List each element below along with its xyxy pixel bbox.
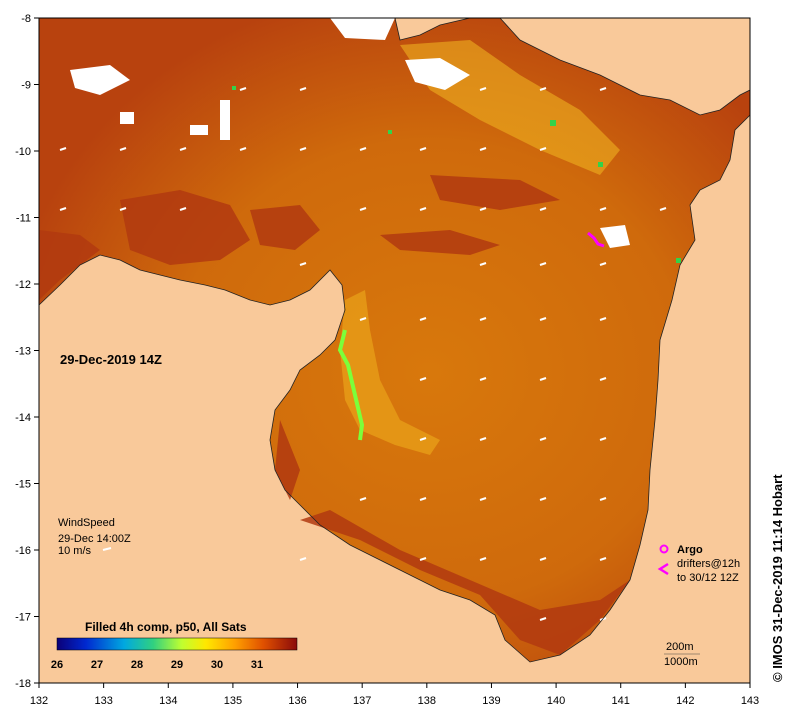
copyright-label: © IMOS 31-Dec-2019 11:14 Hobart	[770, 474, 785, 682]
y-tick-label: -11	[16, 213, 31, 225]
warm-patches	[39, 175, 630, 655]
cold-edge	[337, 329, 365, 441]
y-tick-label: -10	[15, 146, 31, 158]
x-tick-label: 138	[418, 695, 436, 707]
cloud-gaps	[70, 18, 630, 248]
x-tick-label: 135	[224, 695, 242, 707]
y-axis: -8 -9 -10 -11 -12 -13 -14 -15 -16 -17 -18	[15, 13, 39, 690]
wind-scale-arrow	[102, 547, 112, 551]
x-tick-label: 143	[741, 695, 759, 707]
argo-track	[587, 231, 605, 248]
colorbar-tick-label: 31	[251, 659, 263, 671]
wind-vectors	[59, 87, 667, 621]
y-tick-label: -16	[15, 545, 31, 557]
colorbar-tick-label: 29	[171, 659, 183, 671]
colorbar-tick-label: 28	[131, 659, 143, 671]
argo-label: Argo	[677, 544, 703, 556]
colorbar-gradient	[56, 637, 298, 651]
x-tick-label: 141	[612, 695, 630, 707]
drifters-label-2: to 30/12 12Z	[677, 572, 739, 584]
x-axis: 132 133 134 135 136 137 138 139 140 141 142 143	[30, 683, 759, 707]
x-tick-label: 140	[547, 695, 565, 707]
x-tick-label: 139	[482, 695, 500, 707]
y-tick-label: -12	[15, 279, 31, 291]
colorbar-tick-label: 30	[211, 659, 223, 671]
x-tick-label: 136	[288, 695, 306, 707]
drifters-label-1: drifters@12h	[677, 558, 740, 570]
y-tick-label: -18	[15, 678, 31, 690]
date-label: 29-Dec-2019 14Z	[60, 352, 162, 367]
wind-scale: 10 m/s	[58, 545, 92, 557]
cool-plume	[340, 290, 440, 455]
depth-1000-label: 1000m	[664, 656, 698, 668]
x-tick-label: 134	[159, 695, 177, 707]
cold-specks	[232, 86, 681, 263]
wind-legend: WindSpeed 29-Dec 14:00Z 10 m/s	[58, 517, 131, 557]
colorbar: Filled 4h comp, p50, All Sats 26 27 28 29 30…	[51, 620, 298, 671]
drifter-arrow-icon	[657, 562, 669, 576]
y-tick-label: -15	[15, 479, 31, 491]
y-tick-label: -17	[15, 612, 31, 624]
x-tick-label: 137	[353, 695, 371, 707]
argo-marker-icon	[659, 544, 669, 554]
wind-title: WindSpeed	[58, 517, 115, 529]
y-tick-label: -9	[21, 80, 31, 92]
colorbar-tick-label: 27	[91, 659, 103, 671]
y-tick-label: -14	[15, 412, 31, 424]
x-tick-label: 142	[676, 695, 694, 707]
depth-legend: 200m 1000m	[664, 641, 700, 668]
argo-legend: Argo drifters@12h to 30/12 12Z	[657, 544, 740, 584]
x-tick-label: 132	[30, 695, 48, 707]
colorbar-title: Filled 4h comp, p50, All Sats	[85, 620, 247, 634]
colorbar-ticks: 26 27 28 29 30 31	[51, 659, 263, 671]
x-tick-label: 133	[94, 695, 112, 707]
new-guinea-coast	[394, 18, 750, 116]
coastline	[39, 114, 750, 663]
map-plot	[39, 18, 750, 683]
wind-time: 29-Dec 14:00Z	[58, 533, 131, 545]
depth-200-label: 200m	[666, 641, 694, 653]
colorbar-tick-label: 26	[51, 659, 63, 671]
y-tick-label: -8	[21, 13, 31, 25]
sea-region	[39, 18, 750, 662]
y-tick-label: -13	[15, 346, 31, 358]
